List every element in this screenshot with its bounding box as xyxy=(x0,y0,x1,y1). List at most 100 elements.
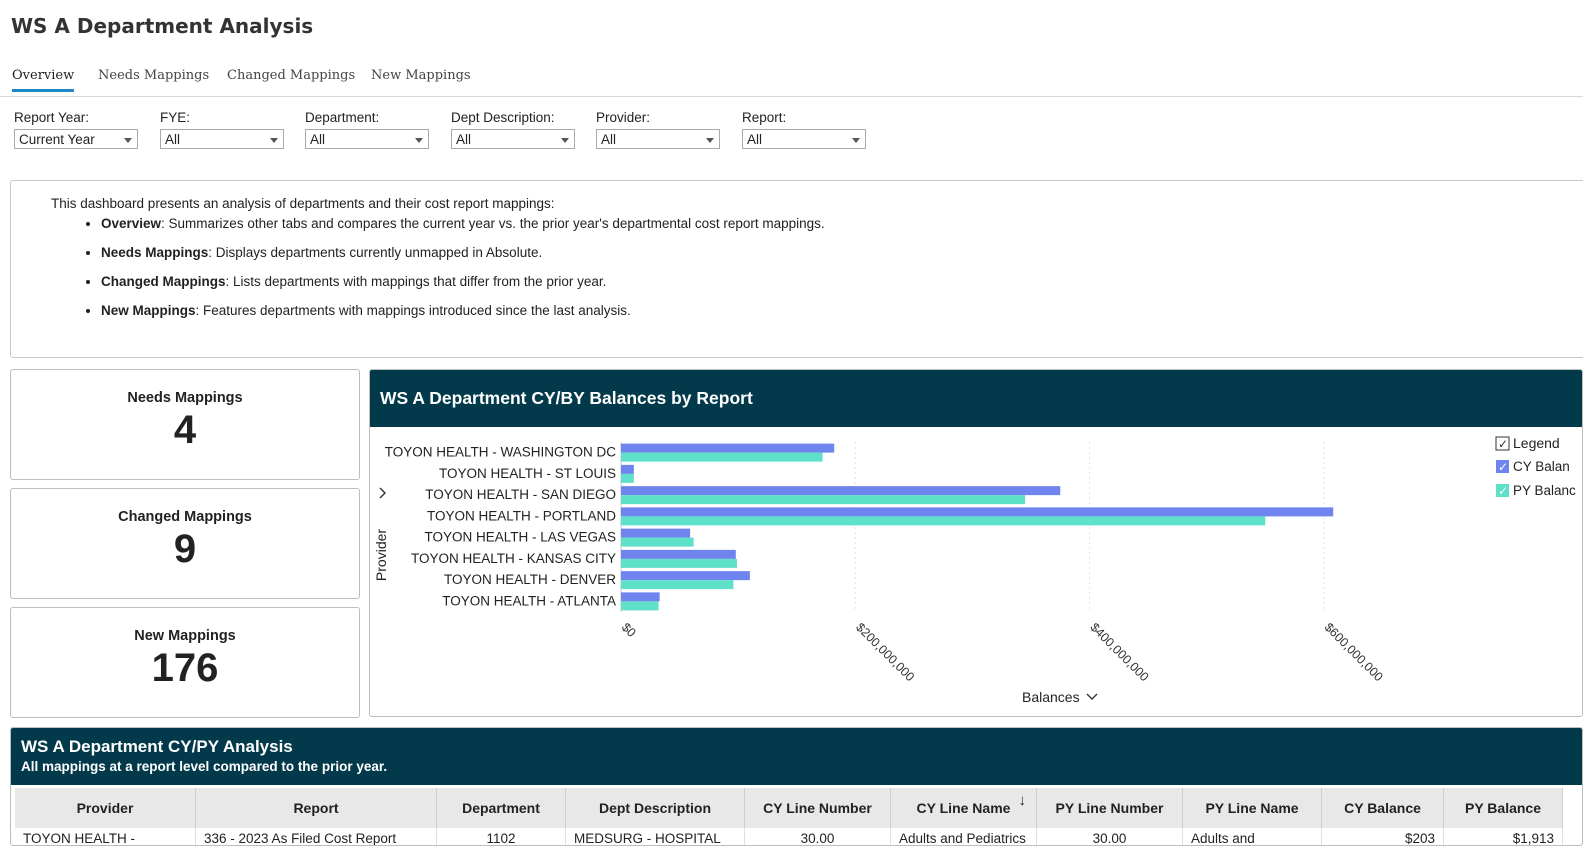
category-label: TOYON HEALTH - KANSAS CITY xyxy=(411,551,616,566)
bar-cy xyxy=(621,571,750,581)
filter-report: Report: All xyxy=(742,110,866,149)
chevron-down-icon xyxy=(706,138,714,143)
legend-entry: CY Balan xyxy=(1513,459,1570,474)
chevron-down-icon xyxy=(1086,693,1098,700)
filter-label: Dept Description: xyxy=(451,110,555,125)
legend-toggle-checkbox xyxy=(1495,436,1510,451)
bar-cy xyxy=(621,507,1334,517)
column-header-cy-balance[interactable]: CY Balance xyxy=(1321,788,1444,828)
chevron-down-icon xyxy=(270,138,278,143)
fye-select[interactable]: All xyxy=(160,129,284,149)
kpi-title: Changed Mappings xyxy=(118,509,252,525)
chart-panel: WS A Department CY/BY Balances by Report… xyxy=(369,369,1583,717)
bar-cy xyxy=(621,443,835,453)
filter-label: Report: xyxy=(742,110,787,125)
balances-bar-chart: $0 $200,000,000 $400,000,000 $600,000,000 TO… xyxy=(373,435,1576,705)
chevron-down-icon xyxy=(124,138,132,143)
list-item: New Mappings: Features departments with … xyxy=(101,302,825,319)
table-header-row: Provider Report Department Dept Descript… xyxy=(15,788,1563,828)
report-select[interactable]: All xyxy=(742,129,866,149)
column-header-department[interactable]: Department xyxy=(436,788,566,828)
filter-label: FYE: xyxy=(160,110,191,125)
list-item: Changed Mappings: Lists departments with… xyxy=(101,273,825,290)
analysis-table: Provider Report Department Dept Descript… xyxy=(15,788,1563,845)
category-label: TOYON HEALTH - SAN DIEGO xyxy=(425,487,616,502)
kpi-value: 9 xyxy=(173,527,197,571)
filter-provider: Provider: All xyxy=(596,110,720,149)
cell-department: 1102 xyxy=(436,828,566,845)
table-header: WS A Department CY/PY Analysis All mappi… xyxy=(11,728,1582,785)
column-header-report[interactable]: Report xyxy=(195,788,437,828)
column-header-cy-line-name[interactable]: CY Line Name ↓ xyxy=(890,788,1037,828)
filter-report-year: Report Year: Current Year xyxy=(14,110,138,149)
column-header-cy-line-number[interactable]: CY Line Number xyxy=(744,788,891,828)
x-tick-label: $0 xyxy=(619,620,639,640)
column-header-dept-description[interactable]: Dept Description xyxy=(565,788,745,828)
filter-dept-description: Dept Description: All xyxy=(451,110,575,149)
legend-title: Legend xyxy=(1513,435,1560,451)
bar-py xyxy=(621,516,1266,526)
column-header-py-line-name[interactable]: PY Line Name xyxy=(1182,788,1322,828)
tab-bar: Overview Needs Mappings Changed Mappings… xyxy=(0,60,1583,97)
x-tick-label: $200,000,000 xyxy=(853,620,917,684)
bar-py xyxy=(621,537,694,547)
list-item: Overview: Summarizes other tabs and comp… xyxy=(101,215,825,232)
filter-label: Department: xyxy=(305,110,380,125)
bar-py xyxy=(621,452,823,462)
bar-py xyxy=(621,495,1026,505)
check-icon: ✓ xyxy=(1498,484,1508,498)
kpi-value: 176 xyxy=(151,646,219,690)
category-label: TOYON HEALTH - DENVER xyxy=(444,572,616,587)
cell-py-line-number: 30.00 xyxy=(1036,828,1183,845)
column-header-py-balance[interactable]: PY Balance xyxy=(1443,788,1563,828)
chevron-down-icon xyxy=(852,138,860,143)
x-tick-label: $400,000,000 xyxy=(1087,620,1151,684)
tab-new-mappings[interactable]: New Mappings xyxy=(371,68,471,83)
department-select[interactable]: All xyxy=(305,129,429,149)
table-row[interactable]: TOYON HEALTH - 336 - 2023 As Filed Cost … xyxy=(15,828,1563,845)
column-header-py-line-number[interactable]: PY Line Number xyxy=(1036,788,1183,828)
bar-py xyxy=(621,601,659,611)
chevron-right-icon xyxy=(379,487,386,499)
bar-py xyxy=(621,473,634,483)
filter-label: Report Year: xyxy=(14,110,90,125)
kpi-changed-mappings: Changed Mappings 9 xyxy=(10,488,360,599)
bar-cy xyxy=(621,592,660,602)
bar-cy xyxy=(621,549,736,559)
category-label: TOYON HEALTH - LAS VEGAS xyxy=(424,530,616,545)
legend-swatch xyxy=(1496,484,1509,497)
chevron-down-icon xyxy=(561,138,569,143)
cell-py-balance: $1,913 xyxy=(1443,828,1563,845)
description-intro: This dashboard presents an analysis of d… xyxy=(51,196,555,211)
tab-changed-mappings[interactable]: Changed Mappings xyxy=(227,68,356,83)
filter-fye: FYE: All xyxy=(160,110,284,149)
bar-py xyxy=(621,580,734,590)
category-label: TOYON HEALTH - ATLANTA xyxy=(442,593,616,608)
tab-overview[interactable]: Overview xyxy=(12,68,75,92)
y-axis-title: Provider xyxy=(373,529,389,581)
cell-dept-description: MEDSURG - HOSPITAL xyxy=(565,828,745,845)
table-subtitle: All mappings at a report level compared … xyxy=(21,759,388,774)
provider-select[interactable]: All xyxy=(596,129,720,149)
list-item: Needs Mappings: Displays departments cur… xyxy=(101,244,825,261)
report-year-select[interactable]: Current Year xyxy=(14,129,138,149)
column-header-provider[interactable]: Provider xyxy=(15,788,196,828)
cell-py-line-name: Adults and xyxy=(1182,828,1322,845)
table-panel: WS A Department CY/PY Analysis All mappi… xyxy=(10,727,1583,846)
bar-py xyxy=(621,558,737,568)
cell-cy-line-name: Adults and Pediatrics xyxy=(890,828,1037,845)
dept-description-select[interactable]: All xyxy=(451,129,575,149)
description-panel: This dashboard presents an analysis of d… xyxy=(10,180,1583,358)
check-icon: ✓ xyxy=(1498,437,1508,451)
legend-swatch xyxy=(1496,460,1509,473)
sort-arrow-icon[interactable]: ↓ xyxy=(1018,792,1027,809)
bar-cy xyxy=(621,528,691,538)
filter-department: Department: All xyxy=(305,110,429,149)
category-label: TOYON HEALTH - ST LOUIS xyxy=(439,466,616,481)
kpi-title: Needs Mappings xyxy=(127,390,243,406)
category-label: TOYON HEALTH - WASHINGTON DC xyxy=(385,445,617,460)
bar-cy xyxy=(621,486,1061,496)
tab-needs-mappings[interactable]: Needs Mappings xyxy=(98,68,210,83)
kpi-title: New Mappings xyxy=(134,628,236,644)
check-icon: ✓ xyxy=(1498,460,1508,474)
